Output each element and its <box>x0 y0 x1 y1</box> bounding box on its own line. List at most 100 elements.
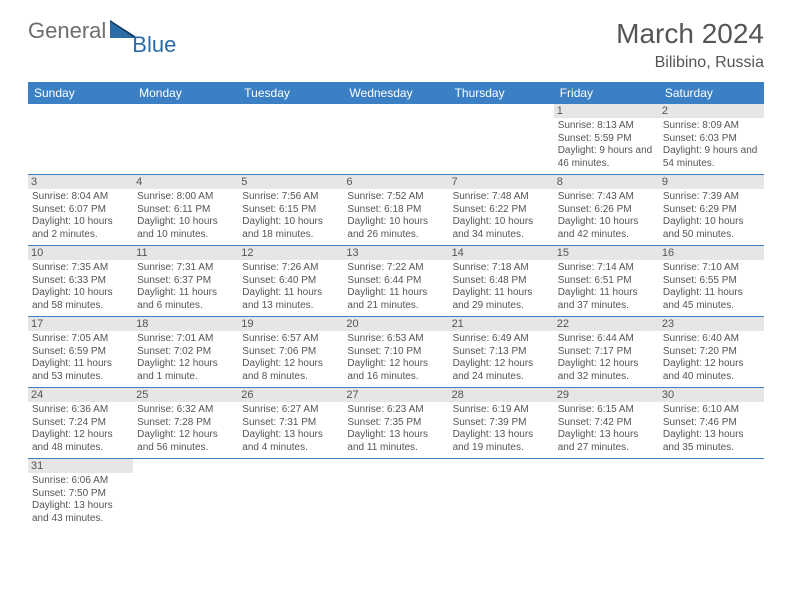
calendar-cell: 3 Sunrise: 8:04 AMSunset: 6:07 PMDaylight… <box>28 175 133 246</box>
calendar-cell <box>554 459 659 530</box>
day-number: 15 <box>554 246 659 260</box>
calendar-cell: 18Sunrise: 7:01 AMSunset: 7:02 PMDayligh… <box>133 317 238 388</box>
day-number: 13 <box>343 246 448 260</box>
day-number: 6 <box>343 175 448 189</box>
day-number: 11 <box>133 246 238 260</box>
day-details: Sunrise: 6:19 AMSunset: 7:39 PMDaylight:… <box>453 404 550 454</box>
day-details: Sunrise: 6:57 AMSunset: 7:06 PMDaylight:… <box>242 333 339 383</box>
calendar-cell: 26 Sunrise: 6:27 AMSunset: 7:31 PMDayligh… <box>238 388 343 459</box>
calendar-cell <box>238 459 343 530</box>
calendar-cell <box>133 104 238 175</box>
day-details: Sunrise: 7:18 AMSunset: 6:48 PMDaylight:… <box>453 262 550 312</box>
calendar-cell: 1 Sunrise: 8:13 AMSunset: 5:59 PMDaylight… <box>554 104 659 175</box>
calendar-cell: 2 Sunrise: 8:09 AMSunset: 6:03 PMDaylight… <box>659 104 764 175</box>
calendar-table: SundayMondayTuesdayWednesdayThursdayFrid… <box>28 82 764 529</box>
day-details: Sunrise: 7:52 AMSunset: 6:18 PMDaylight:… <box>347 191 444 241</box>
day-details: Sunrise: 7:14 AMSunset: 6:51 PMDaylight:… <box>558 262 655 312</box>
day-details: Sunrise: 6:32 AMSunset: 7:28 PMDaylight:… <box>137 404 234 454</box>
day-details: Sunrise: 6:23 AMSunset: 7:35 PMDaylight:… <box>347 404 444 454</box>
day-header: Saturday <box>659 82 764 104</box>
calendar-cell <box>28 104 133 175</box>
day-details: Sunrise: 6:06 AMSunset: 7:50 PMDaylight:… <box>32 475 129 525</box>
day-details: Sunrise: 7:39 AMSunset: 6:29 PMDaylight:… <box>663 191 760 241</box>
day-details: Sunrise: 8:13 AMSunset: 5:59 PMDaylight:… <box>558 120 655 170</box>
day-details: Sunrise: 6:10 AMSunset: 7:46 PMDaylight:… <box>663 404 760 454</box>
day-details: Sunrise: 7:05 AMSunset: 6:59 PMDaylight:… <box>32 333 129 383</box>
calendar-cell: 12Sunrise: 7:26 AMSunset: 6:40 PMDayligh… <box>238 246 343 317</box>
calendar-cell: 31 Sunrise: 6:06 AMSunset: 7:50 PMDayligh… <box>28 459 133 530</box>
day-details: Sunrise: 6:44 AMSunset: 7:17 PMDaylight:… <box>558 333 655 383</box>
day-details: Sunrise: 6:36 AMSunset: 7:24 PMDaylight:… <box>32 404 129 454</box>
day-details: Sunrise: 8:09 AMSunset: 6:03 PMDaylight:… <box>663 120 760 170</box>
calendar-cell: 28 Sunrise: 6:19 AMSunset: 7:39 PMDayligh… <box>449 388 554 459</box>
day-number: 28 <box>449 388 554 402</box>
calendar-cell: 19Sunrise: 6:57 AMSunset: 7:06 PMDayligh… <box>238 317 343 388</box>
day-number: 4 <box>133 175 238 189</box>
calendar-cell <box>659 459 764 530</box>
day-details: Sunrise: 6:15 AMSunset: 7:42 PMDaylight:… <box>558 404 655 454</box>
day-details: Sunrise: 6:49 AMSunset: 7:13 PMDaylight:… <box>453 333 550 383</box>
day-number: 24 <box>28 388 133 402</box>
day-number: 16 <box>659 246 764 260</box>
calendar-cell <box>133 459 238 530</box>
calendar-cell: 25Sunrise: 6:32 AMSunset: 7:28 PMDayligh… <box>133 388 238 459</box>
header: General Blue March 2024 Bilibino, Russia <box>28 18 764 72</box>
day-number: 27 <box>343 388 448 402</box>
calendar-cell: 21 Sunrise: 6:49 AMSunset: 7:13 PMDayligh… <box>449 317 554 388</box>
calendar-cell: 30Sunrise: 6:10 AMSunset: 7:46 PMDayligh… <box>659 388 764 459</box>
calendar-cell: 10Sunrise: 7:35 AMSunset: 6:33 PMDayligh… <box>28 246 133 317</box>
day-header: Tuesday <box>238 82 343 104</box>
logo: General Blue <box>28 18 186 44</box>
day-number: 3 <box>28 175 133 189</box>
day-header: Wednesday <box>343 82 448 104</box>
day-details: Sunrise: 8:00 AMSunset: 6:11 PMDaylight:… <box>137 191 234 241</box>
calendar-cell: 22 Sunrise: 6:44 AMSunset: 7:17 PMDayligh… <box>554 317 659 388</box>
calendar-cell: 29 Sunrise: 6:15 AMSunset: 7:42 PMDayligh… <box>554 388 659 459</box>
calendar-cell: 23Sunrise: 6:40 AMSunset: 7:20 PMDayligh… <box>659 317 764 388</box>
day-number: 31 <box>28 459 133 473</box>
day-number: 22 <box>554 317 659 331</box>
day-details: Sunrise: 7:43 AMSunset: 6:26 PMDaylight:… <box>558 191 655 241</box>
day-number: 23 <box>659 317 764 331</box>
day-number: 2 <box>659 104 764 118</box>
day-details: Sunrise: 6:53 AMSunset: 7:10 PMDaylight:… <box>347 333 444 383</box>
calendar-cell: 6 Sunrise: 7:52 AMSunset: 6:18 PMDaylight… <box>343 175 448 246</box>
day-number: 20 <box>343 317 448 331</box>
day-details: Sunrise: 6:27 AMSunset: 7:31 PMDaylight:… <box>242 404 339 454</box>
calendar-cell: 9Sunrise: 7:39 AMSunset: 6:29 PMDaylight… <box>659 175 764 246</box>
location: Bilibino, Russia <box>616 54 764 72</box>
day-number: 8 <box>554 175 659 189</box>
day-details: Sunrise: 8:04 AMSunset: 6:07 PMDaylight:… <box>32 191 129 241</box>
day-details: Sunrise: 7:10 AMSunset: 6:55 PMDaylight:… <box>663 262 760 312</box>
day-details: Sunrise: 7:35 AMSunset: 6:33 PMDaylight:… <box>32 262 129 312</box>
day-header: Thursday <box>449 82 554 104</box>
calendar-cell: 5 Sunrise: 7:56 AMSunset: 6:15 PMDaylight… <box>238 175 343 246</box>
calendar-cell: 16 Sunrise: 7:10 AMSunset: 6:55 PMDayligh… <box>659 246 764 317</box>
calendar-cell: 24 Sunrise: 6:36 AMSunset: 7:24 PMDayligh… <box>28 388 133 459</box>
day-details: Sunrise: 7:22 AMSunset: 6:44 PMDaylight:… <box>347 262 444 312</box>
calendar-cell: 4 Sunrise: 8:00 AMSunset: 6:11 PMDaylight… <box>133 175 238 246</box>
calendar-cell: 17Sunrise: 7:05 AMSunset: 6:59 PMDayligh… <box>28 317 133 388</box>
day-number: 26 <box>238 388 343 402</box>
logo-text-general: General <box>28 18 106 44</box>
logo-text-blue: Blue <box>132 32 176 58</box>
day-number: 1 <box>554 104 659 118</box>
day-details: Sunrise: 7:48 AMSunset: 6:22 PMDaylight:… <box>453 191 550 241</box>
calendar-cell: 8 Sunrise: 7:43 AMSunset: 6:26 PMDaylight… <box>554 175 659 246</box>
calendar-cell <box>343 104 448 175</box>
day-number: 18 <box>133 317 238 331</box>
day-number: 5 <box>238 175 343 189</box>
day-number: 14 <box>449 246 554 260</box>
calendar-cell: 14 Sunrise: 7:18 AMSunset: 6:48 PMDayligh… <box>449 246 554 317</box>
day-number: 21 <box>449 317 554 331</box>
calendar-cell <box>449 459 554 530</box>
day-details: Sunrise: 7:56 AMSunset: 6:15 PMDaylight:… <box>242 191 339 241</box>
calendar-cell: 15 Sunrise: 7:14 AMSunset: 6:51 PMDayligh… <box>554 246 659 317</box>
day-number: 7 <box>449 175 554 189</box>
day-header: Monday <box>133 82 238 104</box>
calendar-cell: 27 Sunrise: 6:23 AMSunset: 7:35 PMDayligh… <box>343 388 448 459</box>
calendar-cell: 13 Sunrise: 7:22 AMSunset: 6:44 PMDayligh… <box>343 246 448 317</box>
calendar-cell: 20 Sunrise: 6:53 AMSunset: 7:10 PMDayligh… <box>343 317 448 388</box>
day-details: Sunrise: 7:26 AMSunset: 6:40 PMDaylight:… <box>242 262 339 312</box>
day-number: 29 <box>554 388 659 402</box>
